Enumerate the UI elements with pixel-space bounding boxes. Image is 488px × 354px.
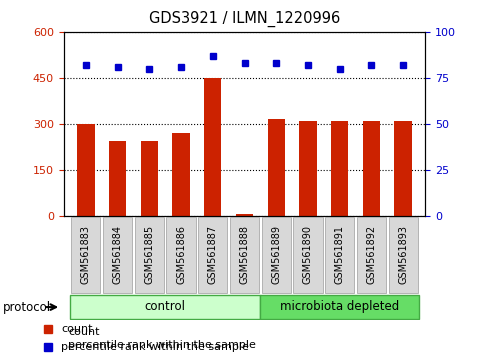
FancyBboxPatch shape — [198, 217, 227, 293]
FancyBboxPatch shape — [70, 295, 260, 319]
Text: percentile rank within the sample: percentile rank within the sample — [68, 340, 256, 350]
Text: GSM561887: GSM561887 — [207, 225, 217, 285]
Text: GSM561885: GSM561885 — [144, 225, 154, 285]
FancyBboxPatch shape — [260, 295, 418, 319]
Bar — [235, 215, 253, 216]
Bar — [172, 133, 189, 216]
FancyBboxPatch shape — [325, 217, 354, 293]
Text: GSM561886: GSM561886 — [176, 225, 185, 284]
Text: GSM561889: GSM561889 — [271, 225, 281, 284]
Text: GSM561891: GSM561891 — [334, 225, 344, 284]
FancyBboxPatch shape — [261, 217, 290, 293]
Bar — [267, 119, 285, 216]
Text: count: count — [68, 327, 100, 337]
Text: GSM561883: GSM561883 — [81, 225, 91, 284]
Text: GDS3921 / ILMN_1220996: GDS3921 / ILMN_1220996 — [148, 11, 340, 27]
Text: GSM561884: GSM561884 — [112, 225, 122, 284]
Text: GSM561890: GSM561890 — [303, 225, 312, 284]
Bar — [330, 121, 348, 216]
Bar — [299, 121, 316, 216]
FancyBboxPatch shape — [71, 217, 100, 293]
Text: GSM561892: GSM561892 — [366, 225, 376, 285]
Text: control: control — [144, 300, 185, 313]
Bar — [108, 141, 126, 216]
Text: GSM561888: GSM561888 — [239, 225, 249, 284]
FancyBboxPatch shape — [388, 217, 417, 293]
Text: protocol: protocol — [2, 301, 50, 314]
FancyBboxPatch shape — [166, 217, 195, 293]
FancyBboxPatch shape — [293, 217, 322, 293]
Text: percentile rank within the sample: percentile rank within the sample — [61, 342, 248, 352]
Bar — [362, 121, 380, 216]
Bar — [203, 78, 221, 216]
Text: GSM561893: GSM561893 — [397, 225, 407, 284]
Bar — [140, 141, 158, 216]
Bar — [77, 124, 94, 216]
Text: count: count — [61, 324, 92, 334]
FancyBboxPatch shape — [134, 217, 163, 293]
Bar — [394, 121, 411, 216]
FancyBboxPatch shape — [229, 217, 259, 293]
Text: microbiota depleted: microbiota depleted — [280, 300, 399, 313]
FancyBboxPatch shape — [356, 217, 386, 293]
FancyBboxPatch shape — [102, 217, 132, 293]
